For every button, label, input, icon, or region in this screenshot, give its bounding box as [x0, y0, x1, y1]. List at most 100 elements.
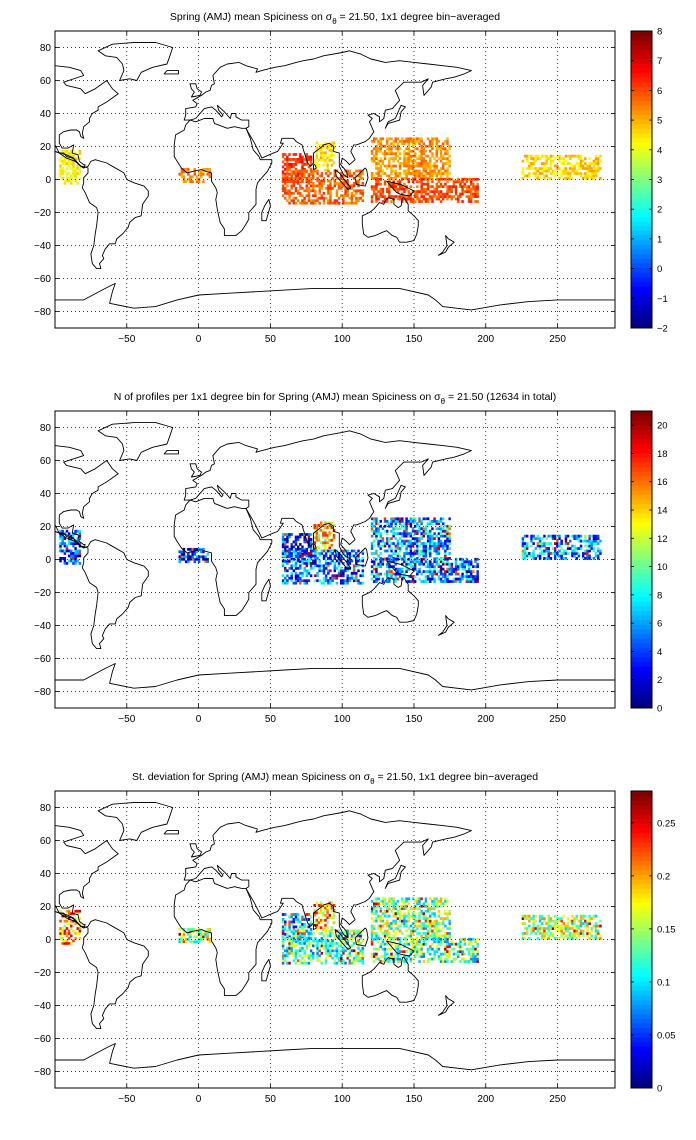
bin-cell: [373, 955, 376, 958]
bin-cell: [424, 904, 428, 908]
bin-cell: [294, 581, 298, 585]
bin-cell: [383, 557, 387, 561]
bin-cell: [538, 157, 542, 160]
bin-cell: [424, 190, 428, 193]
bin-cell: [469, 200, 473, 203]
bin-cell: [320, 569, 324, 573]
bin-cell: [301, 554, 304, 558]
bin-cell: [350, 174, 354, 178]
bin-cell: [59, 557, 62, 560]
bin-cell: [61, 529, 64, 533]
bin-cell: [381, 544, 385, 548]
bin-cell: [457, 565, 460, 569]
y-tick-label: 80: [40, 803, 52, 814]
bin-cell: [467, 200, 471, 203]
colorbar-segment: [631, 40, 652, 46]
bin-cell: [418, 554, 421, 558]
bin-cell: [63, 181, 67, 185]
bin-cell: [401, 519, 404, 523]
bin-cell: [350, 929, 354, 933]
bin-cell: [437, 940, 441, 944]
bin-cell: [579, 922, 583, 925]
colorbar-segment: [631, 429, 652, 435]
bin-cell: [288, 167, 291, 171]
bin-cell: [294, 956, 298, 960]
bin-cell: [303, 201, 306, 205]
bin-cell: [355, 557, 358, 560]
bin-cell: [429, 909, 432, 913]
bin-cell: [525, 544, 529, 548]
bin-cell: [472, 177, 475, 181]
bin-cell: [328, 531, 331, 535]
bin-cell: [426, 562, 430, 566]
bin-cell: [409, 542, 413, 545]
bin-cell: [545, 557, 548, 560]
bin-cell: [383, 922, 387, 925]
chart-title-suffix: = 21.50, 1x1 degree bin−averaged: [375, 771, 539, 783]
bin-cell: [340, 949, 343, 953]
bin-cell: [401, 542, 404, 545]
bin-cell: [420, 190, 423, 193]
bin-cell: [324, 552, 328, 555]
bin-cell: [370, 572, 374, 576]
bin-cell: [324, 144, 327, 147]
bin-cell: [403, 542, 406, 545]
bin-cell: [405, 934, 408, 938]
bin-cell: [599, 177, 602, 180]
bin-cell: [401, 544, 404, 548]
bin-cell: [294, 186, 298, 190]
bin-cell: [446, 960, 449, 963]
bin-cell: [407, 909, 410, 913]
bin-cell: [74, 557, 77, 560]
bin-cell: [385, 952, 389, 956]
bin-cell: [288, 180, 291, 184]
bin-cell: [418, 157, 421, 160]
bin-cell: [575, 557, 578, 560]
bin-cell: [63, 544, 67, 548]
bin-cell: [303, 167, 306, 171]
bin-cell: [441, 195, 445, 198]
coastline-madagascar: [261, 578, 271, 602]
bin-cell: [441, 172, 445, 175]
bin-cell: [444, 172, 447, 175]
colorbar-segment: [631, 156, 652, 162]
bin-cell: [346, 186, 349, 190]
bin-cell: [337, 944, 341, 948]
bin-cell: [379, 187, 382, 191]
bin-cell: [61, 939, 64, 943]
bin-cell: [467, 187, 471, 191]
bin-cell: [383, 899, 387, 903]
bin-cell: [322, 151, 325, 155]
bin-cell: [74, 932, 77, 935]
bin-cell: [411, 929, 415, 933]
bin-cell: [573, 932, 576, 935]
bin-cell: [551, 932, 555, 935]
bin-cell: [305, 155, 309, 159]
bin-cell: [396, 899, 400, 903]
bin-cell: [344, 937, 347, 940]
bin-cell: [189, 932, 192, 936]
bin-cell: [383, 154, 387, 158]
x-tick-label: 200: [477, 714, 494, 725]
bin-cell: [398, 517, 402, 521]
bin-cell: [431, 942, 434, 946]
bin-cell: [344, 194, 347, 198]
bin-cell: [523, 554, 527, 558]
bin-cell: [420, 195, 423, 198]
bin-cell: [407, 142, 410, 146]
bin-cell: [457, 955, 460, 958]
bin-cell: [528, 172, 531, 175]
bin-cell: [292, 165, 296, 169]
bin-cell: [346, 552, 349, 555]
bin-cell: [296, 951, 300, 955]
bin-cell: [411, 537, 415, 541]
bin-cell: [592, 172, 596, 175]
bin-cell: [327, 186, 330, 190]
bin-cell: [326, 156, 329, 160]
bin-cell: [317, 921, 321, 925]
bin-cell: [553, 557, 557, 560]
colorbar-segment: [631, 198, 652, 204]
bin-cell: [424, 164, 428, 168]
bin-cell: [532, 542, 535, 545]
bin-cell: [332, 911, 336, 915]
